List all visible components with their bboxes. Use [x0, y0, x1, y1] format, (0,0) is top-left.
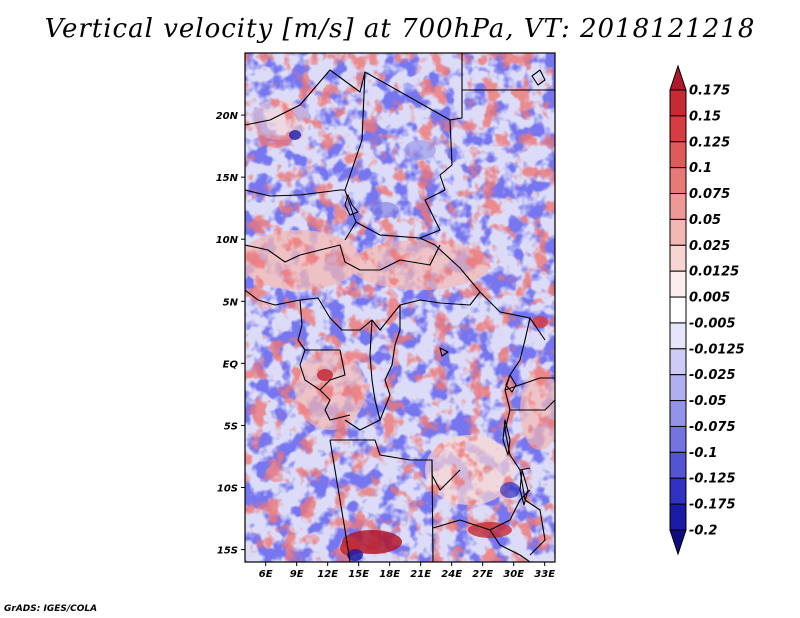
lat-tick-label: 5N	[223, 297, 239, 308]
colorbar-swatch	[669, 270, 687, 298]
lat-tick-label: 15N	[216, 173, 239, 184]
colorbar-label: -0.005	[689, 316, 736, 331]
longitude-ticks: 6E 9E 12E 15E 18E 21E 24E 27E 30E 33E	[259, 562, 555, 580]
colorbar-label: 0.0125	[689, 265, 739, 280]
lat-tick-label: EQ	[223, 359, 239, 370]
colorbar: 0.175 0.15 0.125 0.1 0.075 0.05 0.025 0.0125 0.0…	[669, 64, 745, 556]
colorbar-label: -0.025	[689, 368, 736, 383]
colorbar-label: 0.075	[689, 187, 730, 202]
colorbar-swatch	[669, 451, 687, 479]
colorbar-swatch	[669, 244, 687, 272]
colorbar-label: 0.15	[689, 109, 721, 124]
colorbar-swatch	[669, 374, 687, 402]
colorbar-label: -0.05	[689, 394, 726, 409]
latitude-ticks: 20N 15N 10N 5N EQ 5S 10S 15S	[216, 111, 245, 557]
colorbar-label: -0.175	[689, 498, 736, 513]
lon-tick-label: 6E	[259, 569, 273, 580]
lon-tick-label: 33E	[534, 569, 555, 580]
colorbar-swatch	[669, 115, 687, 143]
lon-tick-label: 12E	[317, 569, 338, 580]
lon-tick-label: 27E	[472, 569, 493, 580]
colorbar-swatch	[669, 322, 687, 350]
colorbar-label: 0.005	[689, 291, 730, 306]
lon-tick-label: 9E	[290, 569, 304, 580]
colorbar-swatch	[669, 296, 687, 324]
lat-tick-label: 10S	[217, 484, 238, 495]
lat-tick-label: 20N	[216, 111, 239, 122]
country-borders	[245, 53, 555, 562]
colorbar-label: 0.05	[689, 213, 721, 228]
colorbar-label: -0.1	[689, 446, 717, 461]
colorbar-swatch	[669, 89, 687, 117]
colorbar-swatch	[669, 400, 687, 427]
colorbar-swatch	[669, 167, 687, 195]
map-frame	[244, 52, 556, 563]
colorbar-label: -0.0125	[689, 342, 745, 357]
map-title: Vertical velocity [m/s] at 700hPa, VT: 2…	[44, 14, 756, 44]
colorbar-swatch	[669, 141, 687, 169]
colorbar-swatch	[669, 218, 687, 246]
colorbar-label: 0.175	[689, 84, 730, 99]
grads-credit: GrADS: IGES/COLA	[4, 604, 98, 614]
lon-tick-label: 24E	[441, 569, 462, 580]
lat-tick-label: 15S	[217, 546, 238, 557]
colorbar-bottom-arrow	[669, 529, 687, 556]
lon-tick-label: 18E	[379, 569, 400, 580]
lon-tick-label: 21E	[410, 569, 431, 580]
lat-tick-label: 5S	[224, 421, 238, 432]
colorbar-label: -0.075	[689, 420, 736, 435]
colorbar-label: 0.125	[689, 135, 730, 150]
lon-tick-label: 15E	[348, 569, 369, 580]
lon-tick-label: 30E	[503, 569, 524, 580]
colorbar-swatch	[669, 193, 687, 220]
colorbar-top-arrow	[669, 64, 687, 91]
colorbar-swatch	[669, 348, 687, 376]
colorbar-label: 0.025	[689, 239, 730, 254]
colorbar-swatch	[669, 477, 687, 505]
lat-tick-label: 10N	[216, 235, 239, 246]
colorbar-swatch	[669, 425, 687, 453]
colorbar-label: -0.2	[689, 524, 717, 539]
colorbar-label: -0.125	[689, 472, 736, 487]
colorbar-swatch	[669, 503, 687, 531]
colorbar-label: 0.1	[689, 161, 712, 176]
